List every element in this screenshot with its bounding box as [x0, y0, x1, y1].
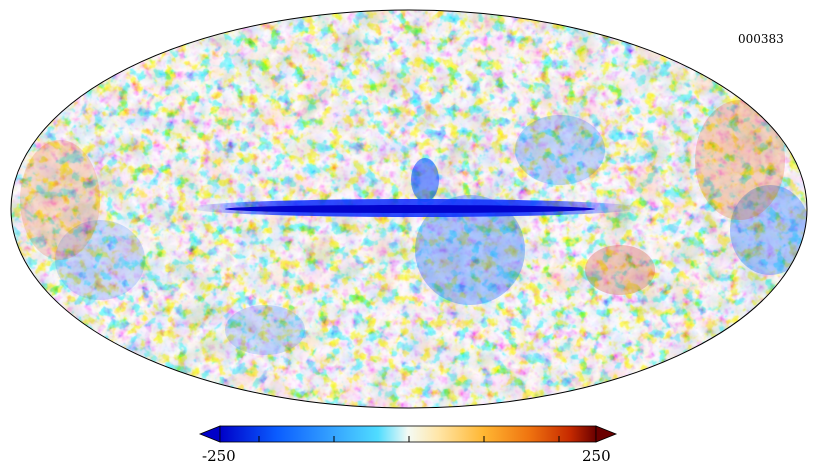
- map-outline: [10, 9, 808, 409]
- colorbar-max-extend: [595, 425, 618, 443]
- colorbar: [198, 425, 618, 443]
- cold-region: [225, 305, 305, 355]
- galactic-plane-core: [225, 205, 595, 213]
- colorbar-min-label: -250: [202, 447, 236, 465]
- cold-region: [415, 195, 525, 305]
- cold-region: [55, 220, 145, 300]
- galactic-spur: [411, 158, 439, 202]
- colorbar-gradient: [219, 425, 597, 443]
- colorbar-max-label: 250: [582, 447, 611, 465]
- map-id-label: 000383: [738, 32, 784, 46]
- cold-region: [730, 185, 807, 275]
- cold-region: [515, 115, 605, 185]
- warm-region: [695, 100, 785, 220]
- colorbar-min-extend: [198, 425, 221, 443]
- colorbar-ticks: [258, 436, 560, 442]
- warm-region: [585, 245, 655, 295]
- sky-map-texture: [11, 10, 807, 408]
- warm-region: [20, 140, 100, 260]
